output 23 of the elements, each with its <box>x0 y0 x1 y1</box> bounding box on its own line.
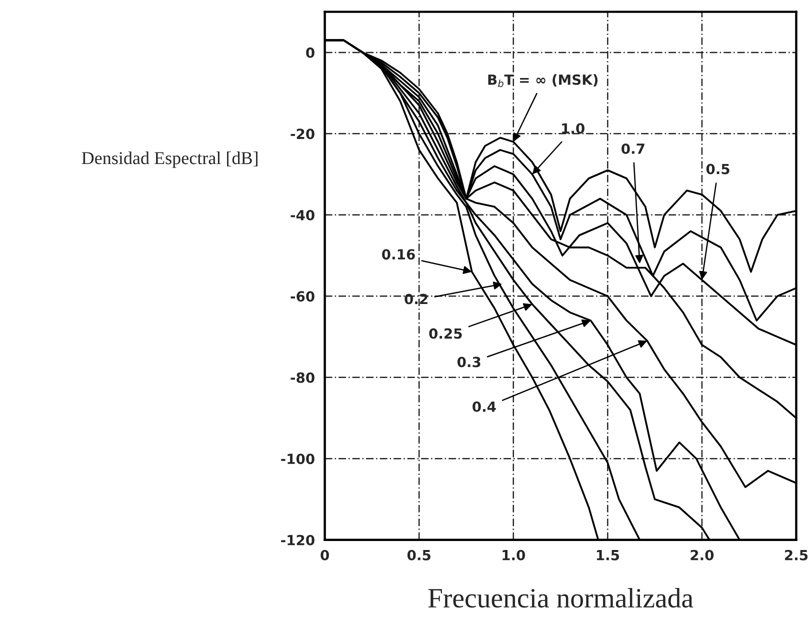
y-tick-label: -40 <box>290 210 314 220</box>
annotation: 0.25 <box>429 328 462 339</box>
y-tick-label: -80 <box>290 372 314 383</box>
y-tick-label: 0 <box>306 47 314 58</box>
x-tick-label: 0.5 <box>407 550 430 560</box>
annotation: 0.3 <box>457 356 480 368</box>
annotation: 1.0 <box>562 123 584 134</box>
annotation: 0.4 <box>472 401 496 412</box>
annotation: B$_{b}$T = ∞ (MSK) <box>488 74 598 88</box>
x-tick-label: 1.0 <box>502 550 526 560</box>
x-axis-title: Frecuencia normalizada <box>428 588 694 608</box>
x-tick-label: 0 <box>320 550 329 560</box>
x-tick-label: 1.5 <box>596 550 619 560</box>
annotation: 0.7 <box>622 143 644 154</box>
x-tick-label: 2.0 <box>690 550 714 560</box>
y-axis-title: Densidad Espectral [dB] <box>82 151 258 168</box>
x-tick-label: 2.5 <box>785 550 808 560</box>
y-tick-label: -100 <box>281 454 314 464</box>
y-tick-label: -120 <box>281 534 314 546</box>
y-tick-label: -60 <box>290 291 314 302</box>
annotation: 0.16 <box>382 249 415 260</box>
y-tick-label: -20 <box>290 128 314 140</box>
annotation: 0.5 <box>706 164 730 174</box>
